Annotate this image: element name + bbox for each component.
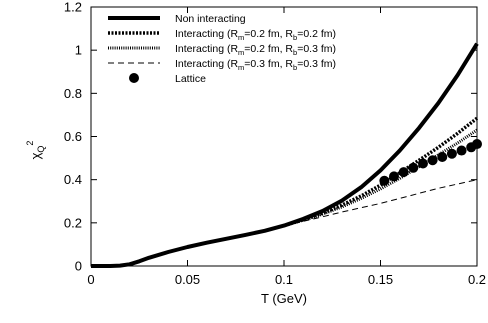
lattice-point (472, 139, 482, 150)
series-line-4 (283, 179, 478, 227)
x-tick-label: 0.1 (275, 272, 293, 287)
x-tick-label: 0.05 (175, 272, 200, 287)
y-tick-label: 0 (75, 259, 82, 274)
lattice-point (446, 148, 457, 159)
x-axis-title: T (GeV) (261, 291, 307, 306)
y-tick-label: 0.8 (64, 86, 82, 101)
lattice-point (417, 158, 428, 169)
legend-label-1: Non interacting (175, 13, 246, 25)
x-tick-label: 0.2 (468, 272, 486, 287)
y-tick-label: 1 (75, 43, 82, 58)
series-line-2 (283, 116, 479, 228)
legend-label-2: Interacting (Rm=0.2 fm, Rb=0.2 fm) (175, 28, 336, 42)
legend: Non interacting Interacting (Rm=0.2 fm, R… (108, 13, 336, 85)
lattice-point (456, 145, 467, 156)
series-line-1 (91, 42, 479, 268)
y-axis-title: χQ2 (25, 141, 46, 160)
lattice-point (379, 175, 390, 186)
axis-ticks-group: 0 0.05 0.1 0.15 0.2 0 0.2 0.4 0.6 0.8 1 1.2 (64, 0, 486, 287)
legend-label-4: Interacting (Rm=0.3 fm, Rb=0.3 fm) (175, 58, 336, 72)
x-tick-label: 0.15 (368, 272, 393, 287)
legend-label-3: Interacting (Rm=0.2 fm, Rb=0.3 fm) (175, 43, 336, 57)
series-line-3 (283, 128, 478, 228)
lattice-point (427, 155, 438, 166)
y-tick-label: 1.2 (64, 0, 82, 15)
lattice-point (398, 167, 409, 178)
y-tick-label: 0.6 (64, 129, 82, 144)
y-tick-label: 0.2 (64, 215, 82, 230)
data-series-group (91, 42, 482, 268)
legend-marker-lattice (129, 73, 139, 83)
lattice-point (389, 171, 400, 182)
y-tick-label: 0.4 (64, 172, 82, 187)
lattice-point (408, 162, 419, 173)
legend-label-5: Lattice (175, 73, 206, 85)
lattice-point (437, 152, 448, 163)
x-tick-label: 0 (87, 272, 94, 287)
